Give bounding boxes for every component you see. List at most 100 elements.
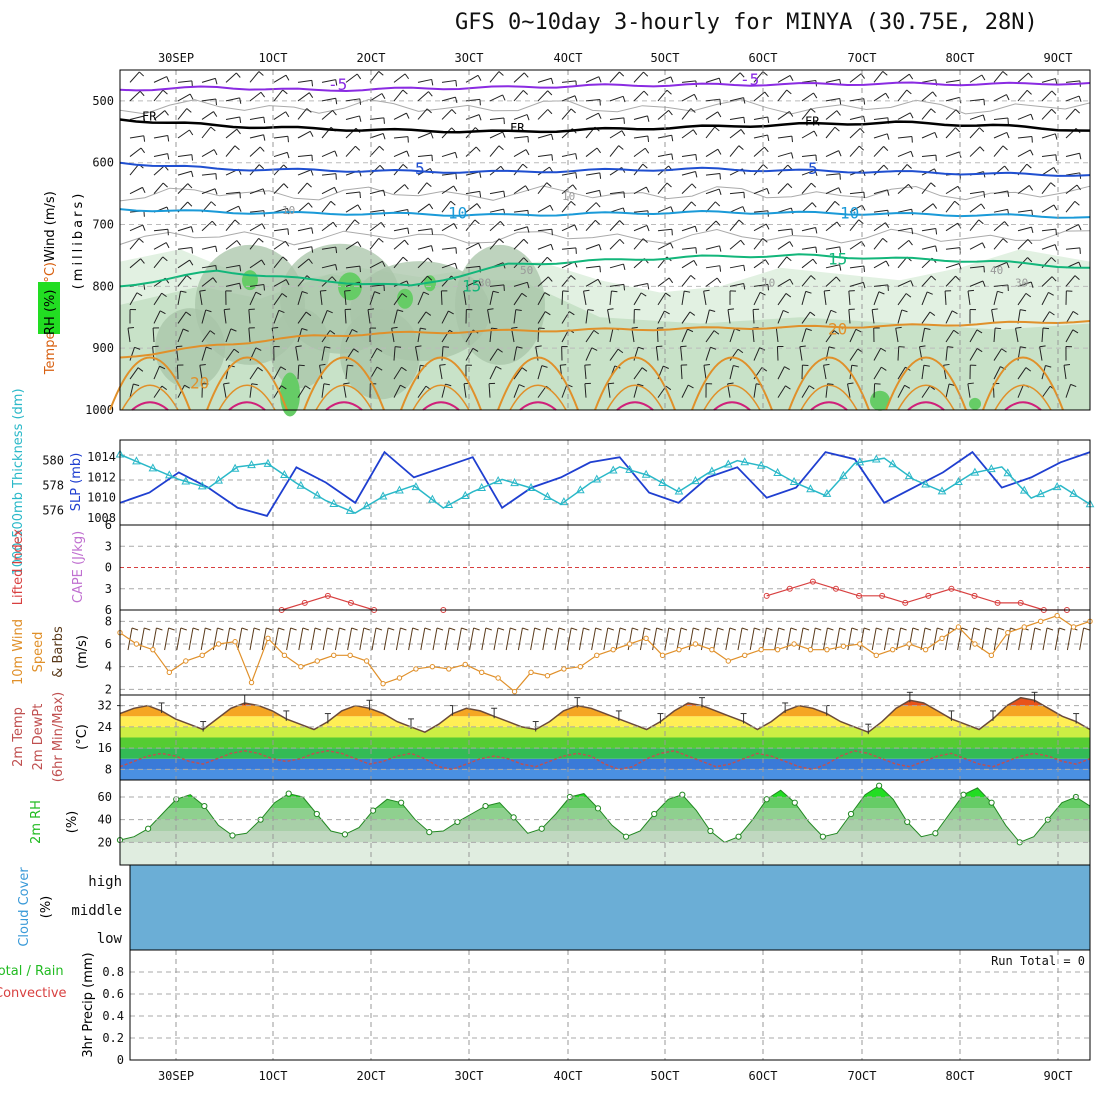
wind-barb-flag <box>838 150 842 157</box>
surface-wind-barb <box>737 627 743 651</box>
wind-barb <box>921 108 932 120</box>
wind-barb-flag <box>282 256 288 262</box>
surface-wind-barb <box>1079 627 1085 651</box>
surface-wind-barb-flag <box>900 627 907 631</box>
surface-wind-barb-flag <box>863 627 871 631</box>
wind-barb <box>609 263 624 269</box>
wind-barb <box>465 280 479 287</box>
surface-wind-barb-flag <box>851 627 858 631</box>
wind-barb <box>369 260 383 269</box>
wind-barb-flag <box>642 163 648 169</box>
thickness-marker <box>362 501 371 510</box>
wind-barb-flag <box>234 219 240 225</box>
wind-barb <box>609 71 620 83</box>
wind-barb <box>873 92 886 102</box>
thickness-marker <box>937 486 947 495</box>
wind-barb <box>1017 209 1032 213</box>
surface-wind-barb-flag <box>327 627 334 631</box>
wind-barb <box>801 227 816 232</box>
wind-barb-flag <box>703 289 710 292</box>
wind-barb <box>1065 172 1080 176</box>
wind-barb-flag <box>733 364 740 368</box>
wind-barb-flag <box>280 366 287 371</box>
wind-barb-flag <box>453 185 458 192</box>
wind-barb <box>225 191 240 195</box>
wind-barb <box>393 293 403 306</box>
rh-contour-label: 30 <box>1015 276 1028 289</box>
rh-point <box>651 810 658 818</box>
wind-speed-point <box>495 675 501 681</box>
surface-wind-barb <box>188 627 194 651</box>
rh-area-50 <box>340 309 420 400</box>
wind-barb-flag <box>948 383 956 386</box>
wind-barb <box>417 182 428 194</box>
surface-wind-barb <box>151 627 157 651</box>
rh-area-90 <box>397 288 413 309</box>
wind-barb-flag <box>212 277 217 283</box>
wind-barb-flag <box>343 382 350 385</box>
wind-barb <box>993 190 1008 195</box>
wind-barb-flag <box>515 309 522 312</box>
wind-barb <box>729 206 744 213</box>
wind-barb-flag <box>980 203 986 210</box>
wind-barb-flag <box>878 291 885 295</box>
wind-barb-flag <box>931 275 937 281</box>
wind-barb <box>273 228 288 232</box>
wind-barb <box>633 224 648 232</box>
wind-barb <box>801 154 816 158</box>
wind-barb <box>465 190 480 195</box>
wind-barb <box>753 223 767 232</box>
wind-barb <box>321 79 336 83</box>
run-total-label: Run Total = 0 <box>991 954 1085 968</box>
wind-barb-flag <box>263 284 265 291</box>
wind-barb-flag <box>597 279 602 285</box>
wind-speed-point <box>314 658 320 664</box>
wind-speed-line <box>119 615 1091 693</box>
wind-barb-flag <box>656 345 663 348</box>
wind-barb-flag <box>824 289 831 292</box>
wind-barb-flag <box>904 384 911 389</box>
wind-barb <box>777 111 790 120</box>
wind-barb <box>657 310 665 324</box>
wind-speed-point <box>906 641 912 647</box>
wind-barb <box>561 153 576 158</box>
wind-barb-flag <box>643 90 649 96</box>
date-label-bottom: 4OCT <box>554 1069 583 1083</box>
wind-barb-flag <box>1045 365 1052 368</box>
wind-barb <box>273 256 284 269</box>
lifted-index-point <box>809 578 816 585</box>
isotherm-line <box>119 118 1091 134</box>
wind-barb <box>873 366 882 380</box>
wind-barb-flag <box>908 73 914 80</box>
wind-barb-flag <box>834 126 840 132</box>
wind-barb-flag <box>787 164 793 170</box>
isotherm-label: 5 <box>808 159 818 178</box>
wind-speed-point <box>544 673 551 679</box>
wind-barb <box>801 130 815 139</box>
date-label-bottom: 8OCT <box>946 1069 975 1083</box>
wind-barb <box>897 208 912 213</box>
wind-barb <box>993 131 1008 139</box>
wind-barb-flag <box>278 309 285 314</box>
wind-barb <box>513 226 528 232</box>
wind-barb <box>249 71 260 83</box>
wind-barb <box>585 219 596 232</box>
wind-barb <box>129 186 143 195</box>
wind-barb <box>897 293 907 306</box>
wind-barb-flag <box>551 154 554 161</box>
wind-barb-flag <box>719 99 721 106</box>
date-label-top: 3OCT <box>455 51 484 65</box>
wind-barb-flag <box>1007 190 1010 197</box>
wind-speed-point <box>528 669 534 676</box>
wind-barb <box>369 145 380 157</box>
wind-barb-flag <box>454 96 458 104</box>
surface-wind-barb-flag <box>754 627 761 631</box>
wind-barb-flag <box>805 328 812 331</box>
pressure-tick: 700 <box>92 218 114 232</box>
wind-barb <box>825 330 835 343</box>
wind-barb <box>537 327 540 343</box>
wind-barb-flag <box>423 291 430 295</box>
wind-barb-flag <box>863 265 865 273</box>
wind-barb <box>297 311 307 324</box>
wind-barb <box>513 367 523 380</box>
